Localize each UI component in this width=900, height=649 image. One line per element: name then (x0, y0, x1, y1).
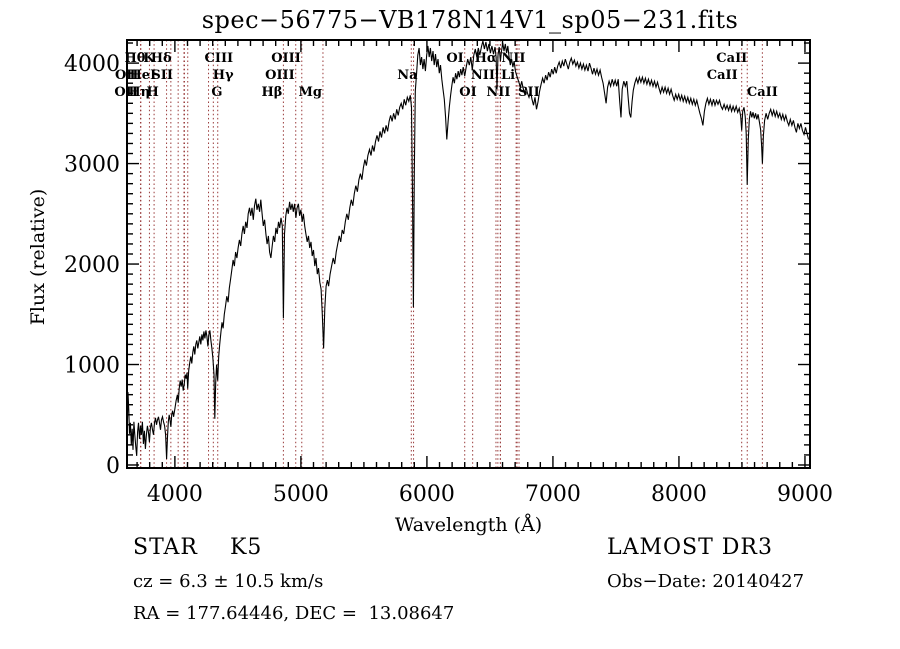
spectral-line-label: CaII (716, 51, 747, 66)
plot-title: spec−56775−VB178N14V1_sp05−231.fits (201, 6, 739, 34)
spectral-line-label: CaII (747, 85, 778, 100)
classification-text: STAR K5 (133, 535, 263, 560)
y-tick-label: 0 (106, 454, 120, 479)
obs-date-text: Obs−Date: 20140427 (607, 571, 805, 592)
spectral-line-label: Hη (128, 85, 150, 100)
spectral-line-label: OI (459, 85, 476, 100)
spectral-line-label: CaII (707, 68, 738, 83)
spectral-line-label: NII (501, 51, 525, 66)
x-tick-label: 4000 (147, 482, 203, 507)
x-tick-label: 6000 (399, 482, 455, 507)
spectral-line-label: HeI (130, 68, 157, 83)
x-tick-label: 7000 (525, 482, 581, 507)
y-tick-label: 4000 (64, 52, 120, 77)
spectral-line-label: Hβ (261, 85, 282, 100)
spectral-line-label: Hθ (124, 51, 145, 66)
spectral-line-label: Mg (298, 85, 321, 100)
y-tick-label: 3000 (64, 153, 120, 178)
spectral-line-label: K (143, 51, 155, 66)
spectral-line-label: Na (397, 68, 418, 83)
spectral-line-label: Li (501, 68, 515, 83)
plot-frame (126, 39, 811, 469)
spectrum-line (126, 40, 810, 460)
spectral-line-label: Hδ (151, 51, 172, 66)
spectral-line-label: OIII (265, 68, 295, 83)
spectral-line-label: Hα (475, 51, 497, 66)
y-tick-label: 1000 (64, 354, 120, 379)
spectral-line-label: OI (446, 51, 463, 66)
spectral-line-label: SII (151, 68, 173, 83)
x-tick-label: 5000 (273, 482, 329, 507)
spectral-line-label: SII (518, 85, 540, 100)
survey-text: LAMOST DR3 (607, 535, 773, 560)
x-tick-label: 9000 (777, 482, 833, 507)
spectral-line-label: NII (486, 85, 510, 100)
spectral-line-label: NII (471, 68, 495, 83)
radec-text: RA = 177.64446, DEC = 13.08647 (133, 603, 455, 624)
spectral-line-label: Hγ (213, 68, 234, 83)
x-axis-title: Wavelength (Å) (395, 514, 542, 536)
y-tick-label: 2000 (64, 253, 120, 278)
spectral-line-label: CIII (205, 51, 234, 66)
spectral-line-label: H (147, 85, 159, 100)
spectral-line-label: OIII (271, 51, 301, 66)
spectral-line-label: G (211, 85, 222, 100)
cz-text: cz = 6.3 ± 10.5 km/s (133, 571, 324, 592)
y-axis-title: Flux (relative) (27, 189, 49, 326)
x-tick-label: 8000 (651, 482, 707, 507)
